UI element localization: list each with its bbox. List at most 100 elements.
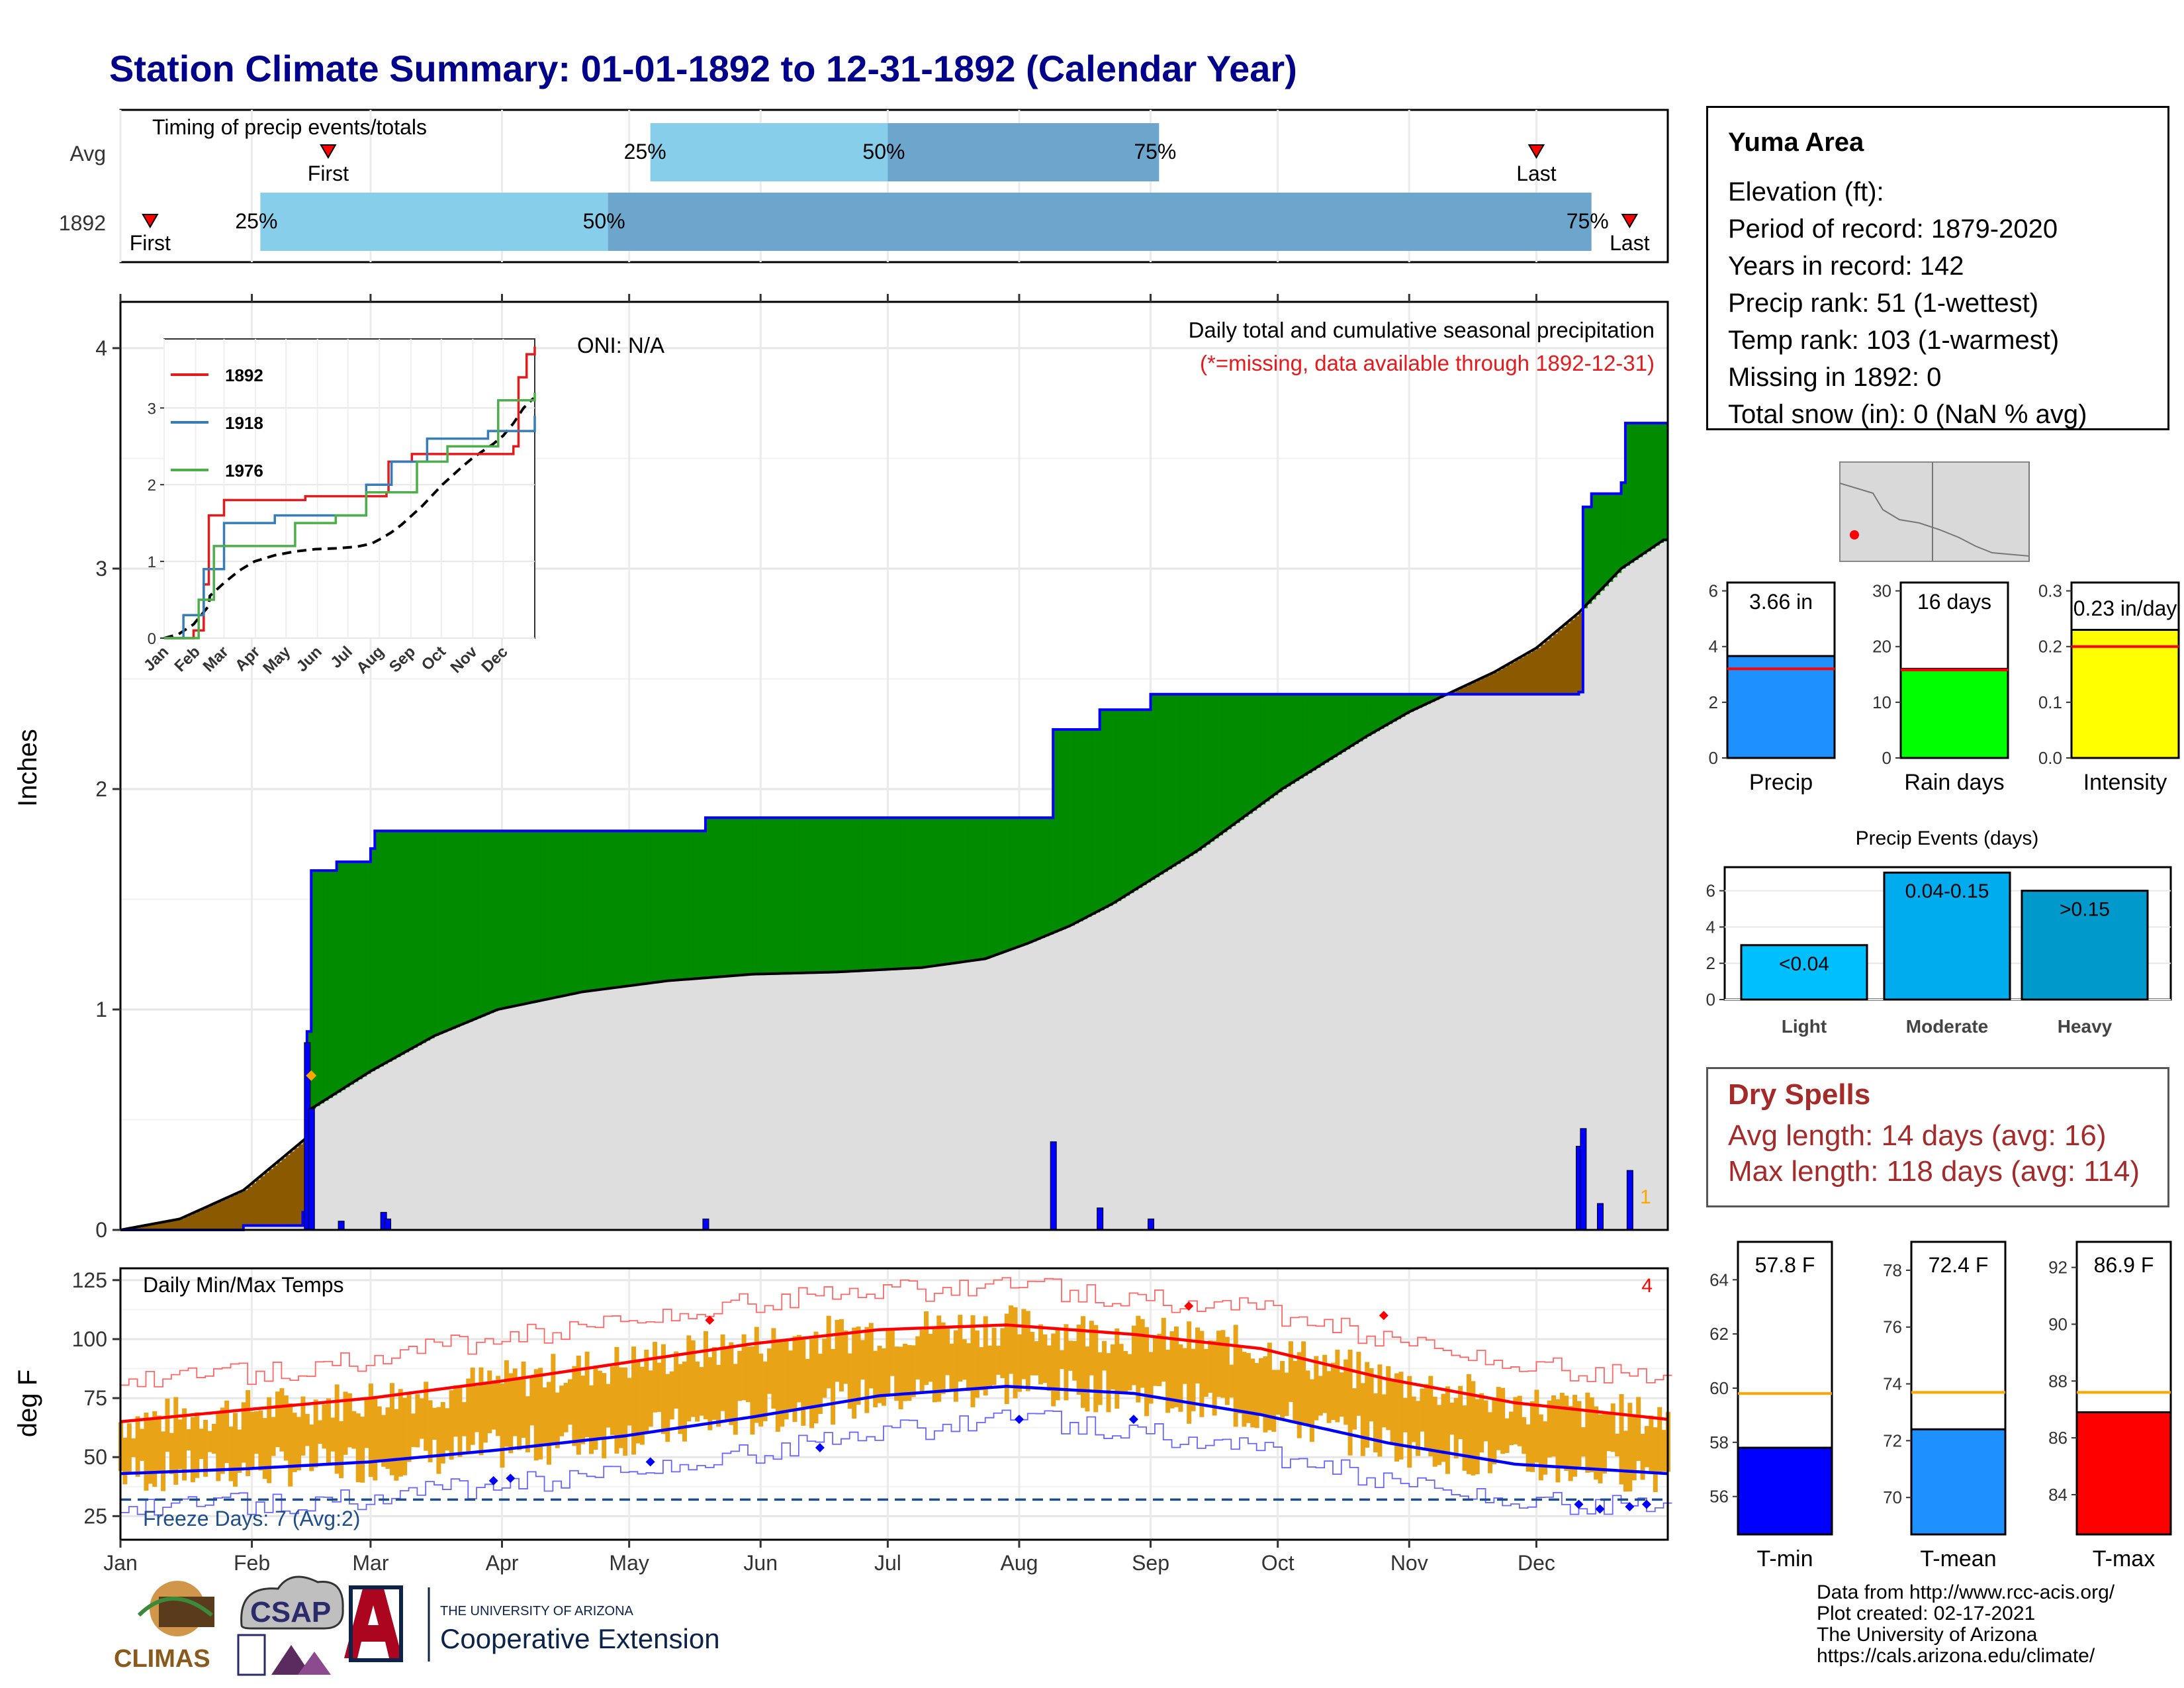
surplus-area	[620, 831, 625, 987]
surplus-area	[608, 831, 613, 989]
surplus-area	[1069, 729, 1075, 926]
deficit-area	[137, 1227, 142, 1230]
surplus-area	[1418, 694, 1423, 708]
daily-temp-bar	[377, 1406, 382, 1462]
missing-count-label: 1	[1640, 1186, 1651, 1208]
surplus-area	[811, 818, 817, 973]
deficit-area	[205, 1207, 210, 1230]
temp-summary-chart-1: 70 72 74 76 78 72.4 F T-mean	[1883, 1241, 2007, 1571]
surplus-area	[870, 818, 876, 970]
surplus-area	[332, 870, 338, 1096]
timing-p75-label: 75%	[1567, 209, 1609, 233]
daily-temp-bar	[936, 1315, 942, 1402]
daily-temp-bar	[1441, 1393, 1446, 1462]
daily-temp-bar	[1606, 1414, 1612, 1452]
temp-summary-bar	[2075, 1411, 2172, 1536]
surplus-area	[324, 870, 329, 1101]
temp-y-tick-label: 125	[72, 1268, 107, 1292]
surplus-area	[794, 818, 799, 974]
deficit-area	[1557, 630, 1563, 694]
daily-temp-bar	[1437, 1405, 1442, 1466]
surplus-area	[451, 831, 456, 1029]
surplus-area	[523, 831, 528, 1004]
surplus-area	[404, 831, 410, 1053]
average-min-line	[120, 1385, 1668, 1476]
temp-y-tick-label: 75	[83, 1386, 107, 1410]
temp-y-tick-label: 25	[83, 1504, 107, 1528]
surplus-area	[1087, 729, 1092, 917]
surplus-area	[1062, 729, 1067, 929]
surplus-area	[1307, 694, 1312, 773]
surplus-area	[1138, 710, 1143, 888]
daily-temp-bar	[1564, 1395, 1569, 1471]
surplus-area	[1337, 694, 1342, 755]
surplus-area	[1032, 818, 1037, 942]
surplus-area	[1426, 694, 1431, 704]
month-tick-label: Sep	[1132, 1551, 1169, 1575]
surplus-area	[1023, 818, 1028, 945]
daily-temp-bar	[1271, 1370, 1277, 1432]
deficit-area	[1566, 623, 1571, 694]
deficit-area	[273, 1165, 278, 1226]
surplus-area	[1413, 694, 1418, 710]
daily-temp-bar	[517, 1378, 522, 1450]
surplus-area	[985, 818, 990, 959]
daily-temp-bar	[1602, 1413, 1607, 1474]
credits-data-source: Data from http://www.rcc-acis.org/	[1817, 1581, 2115, 1603]
daily-temp-bar	[1140, 1319, 1145, 1388]
temp-y-axis-label: deg F	[13, 1370, 42, 1437]
surplus-area	[646, 831, 651, 984]
surplus-area	[1133, 710, 1138, 891]
daily-temp-bar	[614, 1346, 619, 1454]
record-low-marker	[1014, 1415, 1024, 1425]
station-name: Yuma Area	[1728, 128, 1864, 157]
daily-temp-bar	[275, 1391, 281, 1448]
daily-temp-bar	[1309, 1379, 1314, 1442]
deficit-area	[281, 1158, 287, 1226]
daily-temp-bar	[1064, 1324, 1069, 1401]
surplus-area	[1074, 729, 1079, 924]
deficit-area	[209, 1205, 214, 1230]
surplus-area	[510, 831, 516, 1007]
daily-temp-bar	[881, 1348, 886, 1406]
daily-temp-bar	[250, 1411, 255, 1469]
surplus-area	[1396, 694, 1402, 720]
credits-url: https://cals.arizona.edu/climate/	[1817, 1645, 2095, 1667]
daily-temp-bar	[1534, 1389, 1539, 1463]
events-title: Precip Events (days)	[1856, 827, 2039, 849]
surplus-area	[1175, 694, 1181, 865]
surplus-area	[1226, 694, 1232, 829]
surplus-area	[1048, 818, 1054, 935]
daily-temp-bar	[279, 1388, 285, 1452]
surplus-area	[633, 831, 639, 986]
page-title: Station Climate Summary: 01-01-1892 to 1…	[109, 48, 1297, 89]
daily-temp-bar	[1640, 1433, 1645, 1480]
surplus-area	[349, 861, 354, 1085]
daily-temp-bar	[1462, 1405, 1467, 1471]
precip-y-axis-label: Inches	[13, 729, 42, 807]
surplus-area	[1638, 423, 1643, 557]
daily-temp-bar	[1102, 1340, 1107, 1371]
surplus-area	[841, 818, 846, 972]
record-low-marker	[1128, 1415, 1138, 1425]
surplus-area	[1383, 694, 1388, 727]
surplus-area	[311, 870, 316, 1109]
inset-average-line	[163, 397, 535, 639]
daily-temp-bar	[394, 1409, 399, 1481]
daily-temp-bar	[1483, 1400, 1488, 1442]
daily-temp-bar	[135, 1416, 140, 1477]
daily-temp-bar	[584, 1351, 590, 1438]
surplus-area	[1434, 694, 1439, 700]
daily-temp-bar	[322, 1404, 327, 1449]
surplus-area	[1290, 694, 1295, 784]
daily-temp-bar	[1046, 1345, 1052, 1391]
daily-temp-bar	[1009, 1305, 1014, 1374]
daily-temp-bar	[1093, 1325, 1099, 1413]
surplus-area	[713, 818, 719, 978]
surplus-area	[947, 818, 952, 964]
surplus-area	[1375, 694, 1381, 731]
daily-temp-bar	[987, 1345, 993, 1388]
daily-temp-bar	[1661, 1430, 1666, 1472]
daily-temp-bar	[140, 1429, 145, 1461]
freeze-days-label: Freeze Days: 7 (Avg:2)	[143, 1507, 360, 1530]
